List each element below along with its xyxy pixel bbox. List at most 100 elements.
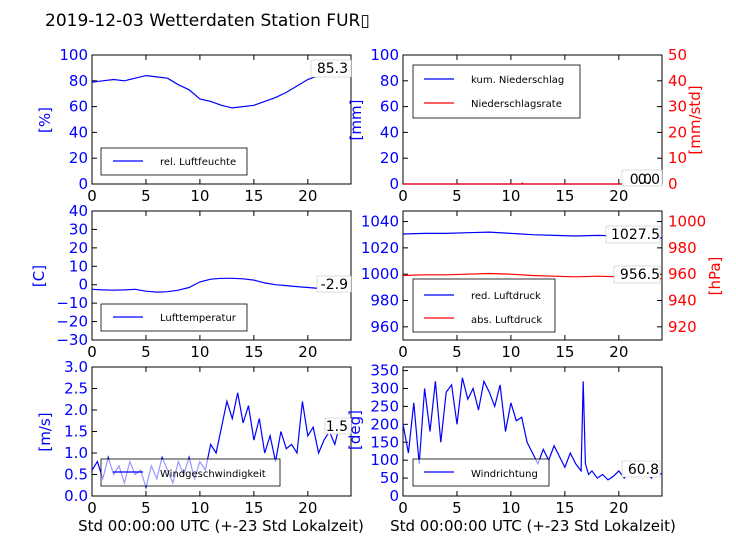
precipitation-y-tick-label: 0 [389,175,399,193]
precipitation-x-tick-label: 15 [555,187,574,205]
winddirection-x-tick-label: 5 [452,499,462,517]
precipitation-series-line-2 [403,181,662,185]
precipitation-legend-label-2: Niederschlagsrate [471,99,562,110]
windspeed-x-tick-label: 5 [141,499,151,517]
pressure-x-ticks: 0 5 10 15 20 [398,211,628,361]
temperature-x-tick-label: 20 [298,343,317,361]
precipitation-y-tick-label: 60 [380,98,399,116]
pressure-y-tick-label: 1020 [361,239,399,257]
temperature-legend [100,303,248,332]
windspeed-legend-label: Windgeschwindigkeit [160,469,266,480]
temperature-y-tick-label: −10 [56,294,88,312]
pressure-y-ticks-right: 920 940 960 980 1000 [657,213,706,336]
pressure-last-value-box-2 [613,265,661,284]
windspeed-y-tick-label: 2.0 [64,401,88,419]
humidity-y-tick-label: 20 [69,149,88,167]
pressure-legend-label-1: red. Luftdruck [471,291,541,302]
humidity-x-tick-label: 0 [87,187,97,205]
precipitation-y-label-right: [mm/std] [686,85,704,154]
precipitation-x-tick-label: 0 [398,187,408,205]
windspeed-y-tick-label: 3.0 [64,358,88,376]
pressure-y-tick-label: 980 [370,292,399,310]
humidity-last-value: 85.3 [317,61,348,77]
precipitation-last-value: 0.0 [638,172,660,188]
pressure-y-tick-label-right: 1000 [668,213,706,231]
windspeed-x-label: Std 00:00:00 UTC (+-23 Std Lokalzeit) [78,517,364,535]
winddirection-y-tick-label: 100 [370,451,399,469]
temperature-frame [91,210,352,341]
precipitation-last-value-2: 0.0 [630,172,652,188]
winddirection-y-tick-label: 250 [370,397,399,415]
pressure-x-tick-label: 20 [609,343,628,361]
pressure-y-tick-label: 960 [370,318,399,336]
winddirection-y-label: [deg] [346,410,364,450]
precipitation-y-tick-label-right: 10 [668,149,687,167]
temperature-x-tick-label: 5 [141,343,151,361]
pressure-y-tick-label-right: 980 [668,239,697,257]
precipitation-y-tick-label: 100 [370,46,399,64]
precipitation-x-tick-label: 20 [609,187,628,205]
windspeed-x-tick-label: 20 [298,499,317,517]
temperature-y-tick-label: −20 [56,313,88,331]
humidity-x-tick-label: 20 [298,187,317,205]
humidity-frame [91,54,352,185]
precipitation-panel: 0 20 40 60 80 100 0 10 20 30 40 50 0 5 10 15 20 [mm] [… [347,46,704,205]
pressure-last-value: 1027.5 [611,227,660,243]
winddirection-y-tick-label: 350 [370,362,399,380]
temperature-y-label: [C] [30,265,48,287]
winddirection-last-value-box [621,460,661,478]
windspeed-last-value: 1.5 [326,419,348,435]
temperature-y-tick-label: 30 [69,220,88,238]
precipitation-y-tick-label-right: 40 [668,72,687,90]
temperature-last-value-box [316,275,352,293]
winddirection-x-tick-label: 10 [501,499,520,517]
winddirection-x-tick-label: 20 [609,499,628,517]
pressure-x-tick-label: 10 [501,343,520,361]
winddirection-y-tick-label: 50 [380,469,399,487]
windspeed-y-tick-label: 1.5 [64,423,88,441]
pressure-x-tick-label: 0 [398,343,408,361]
precipitation-y-tick-label: 20 [380,149,399,167]
humidity-last-value-box [310,59,352,78]
humidity-y-tick-label: 80 [69,72,88,90]
pressure-last-value-box [605,225,661,244]
winddirection-y-tick-label: 150 [370,433,399,451]
humidity-y-tick-label: 40 [69,123,88,141]
humidity-series-line-1 [91,73,352,109]
precipitation-last-value-box [621,169,663,187]
winddirection-x-tick-label: 0 [398,499,408,517]
pressure-y-tick-label: 1040 [361,213,399,231]
pressure-legend-label-2: abs. Luftdruck [471,315,542,326]
precipitation-x-tick-label: 10 [501,187,520,205]
precipitation-lines [403,181,662,185]
humidity-x-tick-label: 10 [190,187,209,205]
humidity-y-tick-label: 0 [78,175,88,193]
winddirection-y-tick-label: 300 [370,380,399,398]
pressure-y-tick-label-right: 920 [668,318,697,336]
humidity-y-tick-label: 100 [59,46,88,64]
precipitation-y-tick-label-right: 50 [668,46,687,64]
precipitation-y-ticks-right: 0 10 20 30 40 50 [657,46,687,193]
windspeed-y-tick-label: 0.5 [64,466,88,484]
temperature-x-tick-label: 10 [190,343,209,361]
temperature-y-tick-label: 0 [78,276,88,294]
temperature-y-tick-label: −30 [56,331,88,349]
windspeed-x-tick-label: 0 [87,499,97,517]
pressure-y-tick-label-right: 960 [668,265,697,283]
windspeed-y-label: [m/s] [36,412,54,451]
humidity-y-ticks: 0 20 40 60 80 100 [59,46,97,193]
temperature-y-tick-label: 40 [69,202,88,220]
windspeed-x-ticks: 0 5 10 15 20 [87,367,317,517]
figure-title: 2019-12-03 Wetterdaten Station FUR▯ [45,11,370,31]
windspeed-y-tick-label: 1.0 [64,444,88,462]
temperature-legend-label: Lufttemperatur [160,313,237,324]
humidity-legend-label: rel. Luftfeuchte [160,157,236,168]
precipitation-y-tick-label: 40 [380,123,399,141]
precipitation-legend-label-1: kum. Niederschlag [471,75,564,86]
windspeed-panel: 0.0 0.5 1.0 1.5 2.0 2.5 3.0 0 5 10 15 20 [m/s] Std… [36,358,364,535]
